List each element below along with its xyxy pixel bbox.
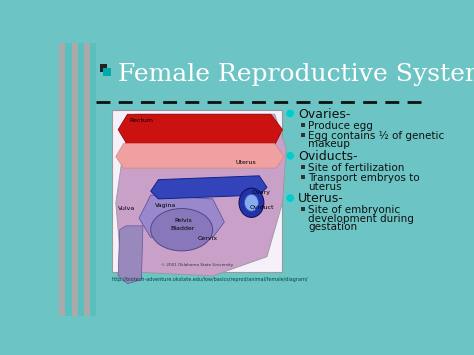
Bar xyxy=(96,43,427,316)
Text: Egg contains ½ of genetic: Egg contains ½ of genetic xyxy=(308,131,444,141)
Bar xyxy=(96,43,427,47)
Polygon shape xyxy=(116,143,284,168)
Ellipse shape xyxy=(245,194,258,211)
Text: Rectum: Rectum xyxy=(129,118,153,123)
Text: Ovary: Ovary xyxy=(251,190,271,195)
Bar xyxy=(301,165,305,169)
Text: Oviduct: Oviduct xyxy=(250,205,274,210)
Bar xyxy=(100,64,107,72)
Text: Female Reproductive System: Female Reproductive System xyxy=(118,63,474,86)
Text: development during: development during xyxy=(308,214,414,224)
Text: Vulva: Vulva xyxy=(118,207,136,212)
Bar xyxy=(301,123,305,126)
Text: uterus: uterus xyxy=(308,182,342,192)
Text: Ovaries-: Ovaries- xyxy=(298,108,350,121)
Text: gestation: gestation xyxy=(308,222,357,233)
Bar xyxy=(90,43,96,316)
Polygon shape xyxy=(116,114,286,276)
Bar xyxy=(301,207,305,211)
Bar xyxy=(96,43,427,100)
Bar xyxy=(301,133,305,137)
Text: Site of embryonic: Site of embryonic xyxy=(308,206,400,215)
Bar xyxy=(301,175,305,179)
Text: Site of fertilization: Site of fertilization xyxy=(308,163,404,173)
Text: makeup: makeup xyxy=(308,139,350,149)
Text: Pelvis: Pelvis xyxy=(174,218,191,223)
Text: © 2001 Oklahoma State University: © 2001 Oklahoma State University xyxy=(161,263,233,267)
Ellipse shape xyxy=(239,188,264,217)
Bar xyxy=(59,43,65,316)
Polygon shape xyxy=(151,176,267,199)
Circle shape xyxy=(286,194,294,202)
Circle shape xyxy=(286,110,294,117)
Polygon shape xyxy=(118,114,283,145)
Text: http://biotech-adventure.okstate.edu/low/basics/reprod/animal/female/diagram/: http://biotech-adventure.okstate.edu/low… xyxy=(112,277,309,282)
Bar xyxy=(103,68,111,76)
Bar xyxy=(78,43,84,316)
Ellipse shape xyxy=(151,208,213,251)
Text: Uterus-: Uterus- xyxy=(298,192,344,206)
Bar xyxy=(72,43,78,316)
Text: Transport embryos to: Transport embryos to xyxy=(308,173,419,183)
Text: Uterus: Uterus xyxy=(236,160,257,165)
Text: Vagina: Vagina xyxy=(155,203,176,208)
Text: Cervix: Cervix xyxy=(197,236,217,241)
Text: Bladder: Bladder xyxy=(170,226,194,231)
Text: Oviducts-: Oviducts- xyxy=(298,150,357,163)
Circle shape xyxy=(286,152,294,160)
Polygon shape xyxy=(118,226,143,284)
Polygon shape xyxy=(139,195,224,237)
Text: Produce egg: Produce egg xyxy=(308,121,373,131)
Bar xyxy=(84,43,90,316)
Bar xyxy=(112,110,283,272)
Bar xyxy=(65,43,72,316)
